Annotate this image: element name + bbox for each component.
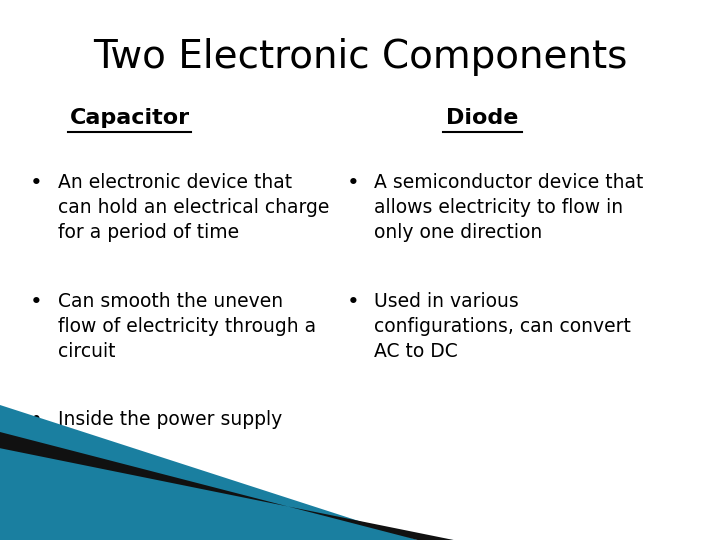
Text: Two Electronic Components: Two Electronic Components [93,38,627,76]
Text: Diode: Diode [446,108,518,128]
Text: •: • [30,173,42,193]
Text: Capacitor: Capacitor [70,108,189,128]
Text: An electronic device that
can hold an electrical charge
for a period of time: An electronic device that can hold an el… [58,173,329,242]
Text: Inside the power supply: Inside the power supply [58,410,282,429]
Text: Can smooth the uneven
flow of electricity through a
circuit: Can smooth the uneven flow of electricit… [58,292,316,361]
Text: •: • [30,292,42,312]
Text: •: • [30,410,42,430]
Text: •: • [346,173,359,193]
Text: Used in various
configurations, can convert
AC to DC: Used in various configurations, can conv… [374,292,631,361]
Text: A semiconductor device that
allows electricity to flow in
only one direction: A semiconductor device that allows elect… [374,173,644,242]
Text: •: • [346,292,359,312]
